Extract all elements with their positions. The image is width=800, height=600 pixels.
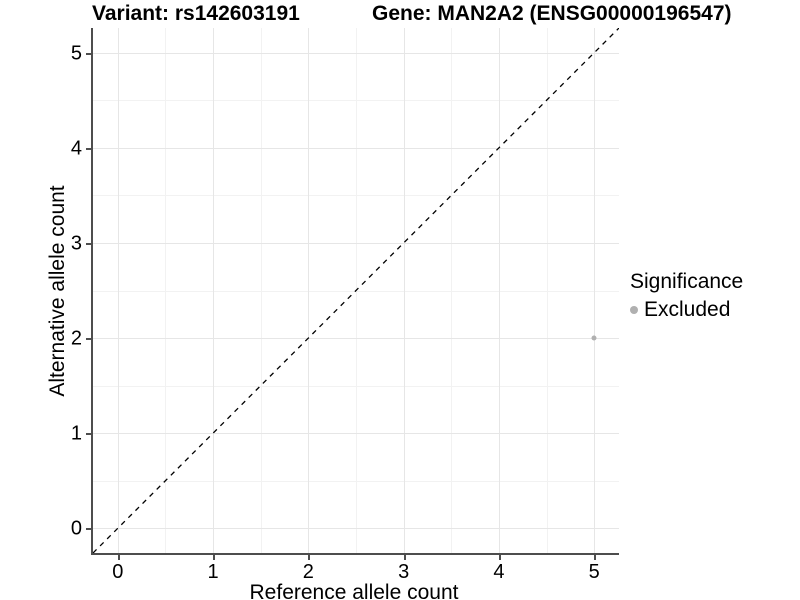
- x-axis-tick: [498, 555, 501, 560]
- x-axis-tick: [213, 555, 216, 560]
- x-axis-tick: [308, 555, 311, 560]
- y-axis-tick: [86, 242, 91, 245]
- y-axis-tick: [86, 52, 91, 55]
- y-tick-label: 0: [70, 517, 82, 540]
- y-axis-tick: [86, 528, 91, 531]
- y-tick-label: 4: [70, 137, 82, 160]
- variant-title: Variant: rs142603191: [92, 2, 300, 25]
- x-axis-tick: [403, 555, 406, 560]
- x-axis-title: Reference allele count: [249, 581, 459, 600]
- y-tick-label: 5: [70, 42, 82, 65]
- x-tick-label: 1: [207, 561, 219, 583]
- y-axis-tick: [86, 338, 91, 341]
- x-tick-label: 0: [112, 561, 124, 583]
- data-point: [591, 335, 597, 341]
- legend-item-label: Excluded: [644, 298, 731, 321]
- y-tick-label: 1: [70, 422, 82, 445]
- gene-title: Gene: MAN2A2 (ENSG00000196547): [372, 2, 732, 25]
- y-tick-label: 2: [70, 327, 82, 350]
- legend-key-dot: [630, 306, 638, 314]
- plot-panel: [91, 28, 619, 555]
- x-tick-label: 5: [588, 561, 600, 583]
- x-tick-label: 2: [302, 561, 314, 583]
- legend-item-excluded: Excluded: [630, 298, 743, 322]
- y-axis-title: Alternative allele count: [46, 184, 69, 397]
- x-axis-tick: [117, 555, 120, 560]
- x-tick-label: 4: [493, 561, 505, 583]
- y-axis-tick: [86, 433, 91, 436]
- legend-title: Significance: [630, 270, 744, 293]
- y-axis-tick: [86, 147, 91, 150]
- y-tick-label: 3: [70, 232, 82, 255]
- x-axis-tick: [594, 555, 597, 560]
- identity-line: [93, 28, 619, 553]
- x-tick-label: 3: [398, 561, 410, 583]
- legend-significance: Significance Excluded: [630, 270, 743, 322]
